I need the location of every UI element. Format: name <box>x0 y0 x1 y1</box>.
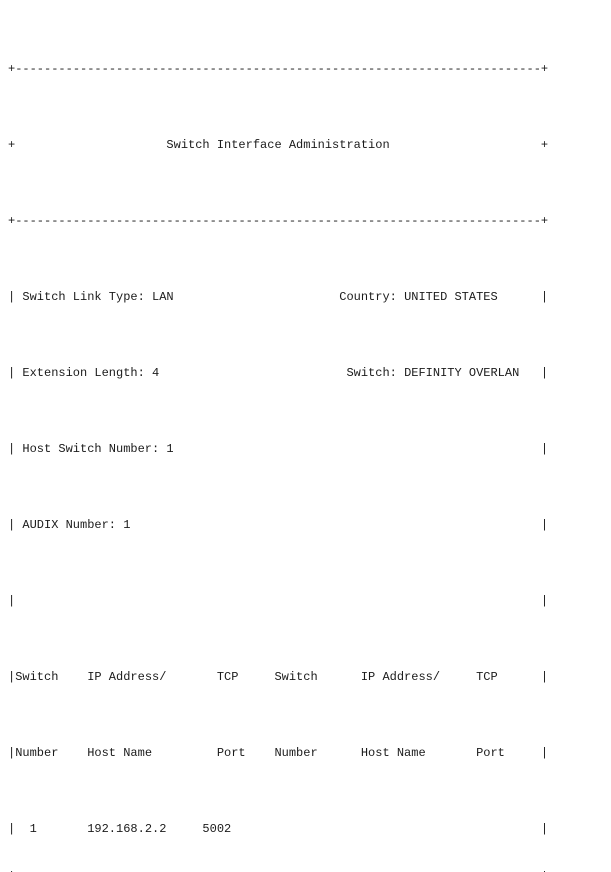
frame-vertical-border: | <box>540 366 549 380</box>
table-header-row-1: | Switch IP Address/ TCP Switch IP Addre… <box>8 667 611 687</box>
field-row-switch-link-type: | Switch Link Type: LAN Country: UNITED … <box>8 287 611 307</box>
frame-vertical-border: | <box>8 746 16 760</box>
field-value-country[interactable]: UNITED STATES <box>404 290 498 304</box>
table-header-row-2: | Number Host Name Port Number Host Name… <box>8 743 611 763</box>
frame-title-divider: +---------------------------------------… <box>8 211 611 231</box>
frame-vertical-border: | <box>540 518 549 532</box>
field-value-switch-link-type[interactable]: LAN <box>152 290 174 304</box>
th-switch-group2: Switch <box>274 670 318 684</box>
frame-corner: + <box>8 214 16 228</box>
th-ip-address-group1: IP Address/ <box>87 670 167 684</box>
th-number-group2: Number <box>274 746 318 760</box>
field-row-host-switch-number: | Host Switch Number: 1 | <box>8 439 611 459</box>
frame-vertical-border: | <box>541 867 548 872</box>
field-label-audix-number: AUDIX Number: <box>22 518 117 532</box>
field-label-extension-length: Extension Length: <box>22 366 145 380</box>
table-row: | 2 192.168.2.10 5002 | <box>8 867 611 872</box>
th-port-group2: Port <box>476 746 505 760</box>
title-row: + Switch Interface Administration + <box>8 135 611 155</box>
cell-tcp-port[interactable]: 5002 <box>202 867 231 872</box>
field-label-switch: Switch: <box>346 366 397 380</box>
frame-horizontal-dashes: ----------------------------------------… <box>15 62 541 76</box>
field-label-country: Country: <box>339 290 397 304</box>
field-label-host-switch-number: Host Switch Number: <box>22 442 160 456</box>
frame-vertical-border: | <box>8 442 16 456</box>
frame-vertical-border: | <box>540 670 549 684</box>
frame-vertical-border: | <box>8 290 16 304</box>
frame-vertical-border: | <box>540 290 549 304</box>
th-tcp-group2: TCP <box>476 670 498 684</box>
frame-vertical-border: | <box>8 822 16 836</box>
frame-vertical-border: | <box>8 867 15 872</box>
th-host-name-group1: Host Name <box>87 746 153 760</box>
field-value-switch[interactable]: DEFINITY OVERLAN <box>404 366 520 380</box>
cell-tcp-port[interactable]: 5002 <box>202 822 232 836</box>
page-title: Switch Interface Administration <box>166 138 390 152</box>
cell-switch-number: 2 <box>30 867 37 872</box>
blank-row: | | <box>8 591 611 611</box>
cell-ip-address[interactable]: 192.168.2.2 <box>87 822 167 836</box>
frame-horizontal-dashes: ----------------------------------------… <box>15 214 541 228</box>
frame-vertical-border: | <box>540 594 549 608</box>
th-host-name-group2: Host Name <box>360 746 426 760</box>
frame-vertical-border: | <box>540 442 549 456</box>
th-tcp-group1: TCP <box>216 670 239 684</box>
th-number-group1: Number <box>15 746 59 760</box>
frame-corner: + <box>540 138 549 152</box>
frame-vertical-border: | <box>8 670 16 684</box>
field-row-extension-length: | Extension Length: 4 Switch: DEFINITY O… <box>8 363 611 383</box>
field-row-audix-number: | AUDIX Number: 1 | <box>8 515 611 535</box>
cell-switch-number: 1 <box>29 822 37 836</box>
frame-vertical-border: | <box>540 746 549 760</box>
cell-ip-address[interactable]: 192.168.2.10 <box>87 867 173 872</box>
table-row: | 1 192.168.2.2 5002 | <box>8 819 611 839</box>
th-switch-group1: Switch <box>15 670 59 684</box>
field-label-switch-link-type: Switch Link Type: <box>22 290 145 304</box>
th-port-group1: Port <box>216 746 246 760</box>
frame-vertical-border: | <box>8 594 16 608</box>
field-value-host-switch-number[interactable]: 1 <box>166 442 174 456</box>
frame-top-border: +---------------------------------------… <box>8 59 611 79</box>
frame-corner: + <box>8 138 16 152</box>
frame-vertical-border: | <box>540 822 549 836</box>
frame-corner: + <box>8 62 16 76</box>
frame-vertical-border: | <box>8 366 16 380</box>
frame-corner: + <box>540 62 549 76</box>
frame-corner: + <box>540 214 549 228</box>
field-value-audix-number[interactable]: 1 <box>123 518 131 532</box>
field-value-extension-length[interactable]: 4 <box>152 366 160 380</box>
th-ip-address-group2: IP Address/ <box>360 670 441 684</box>
frame-vertical-border: | <box>8 518 16 532</box>
